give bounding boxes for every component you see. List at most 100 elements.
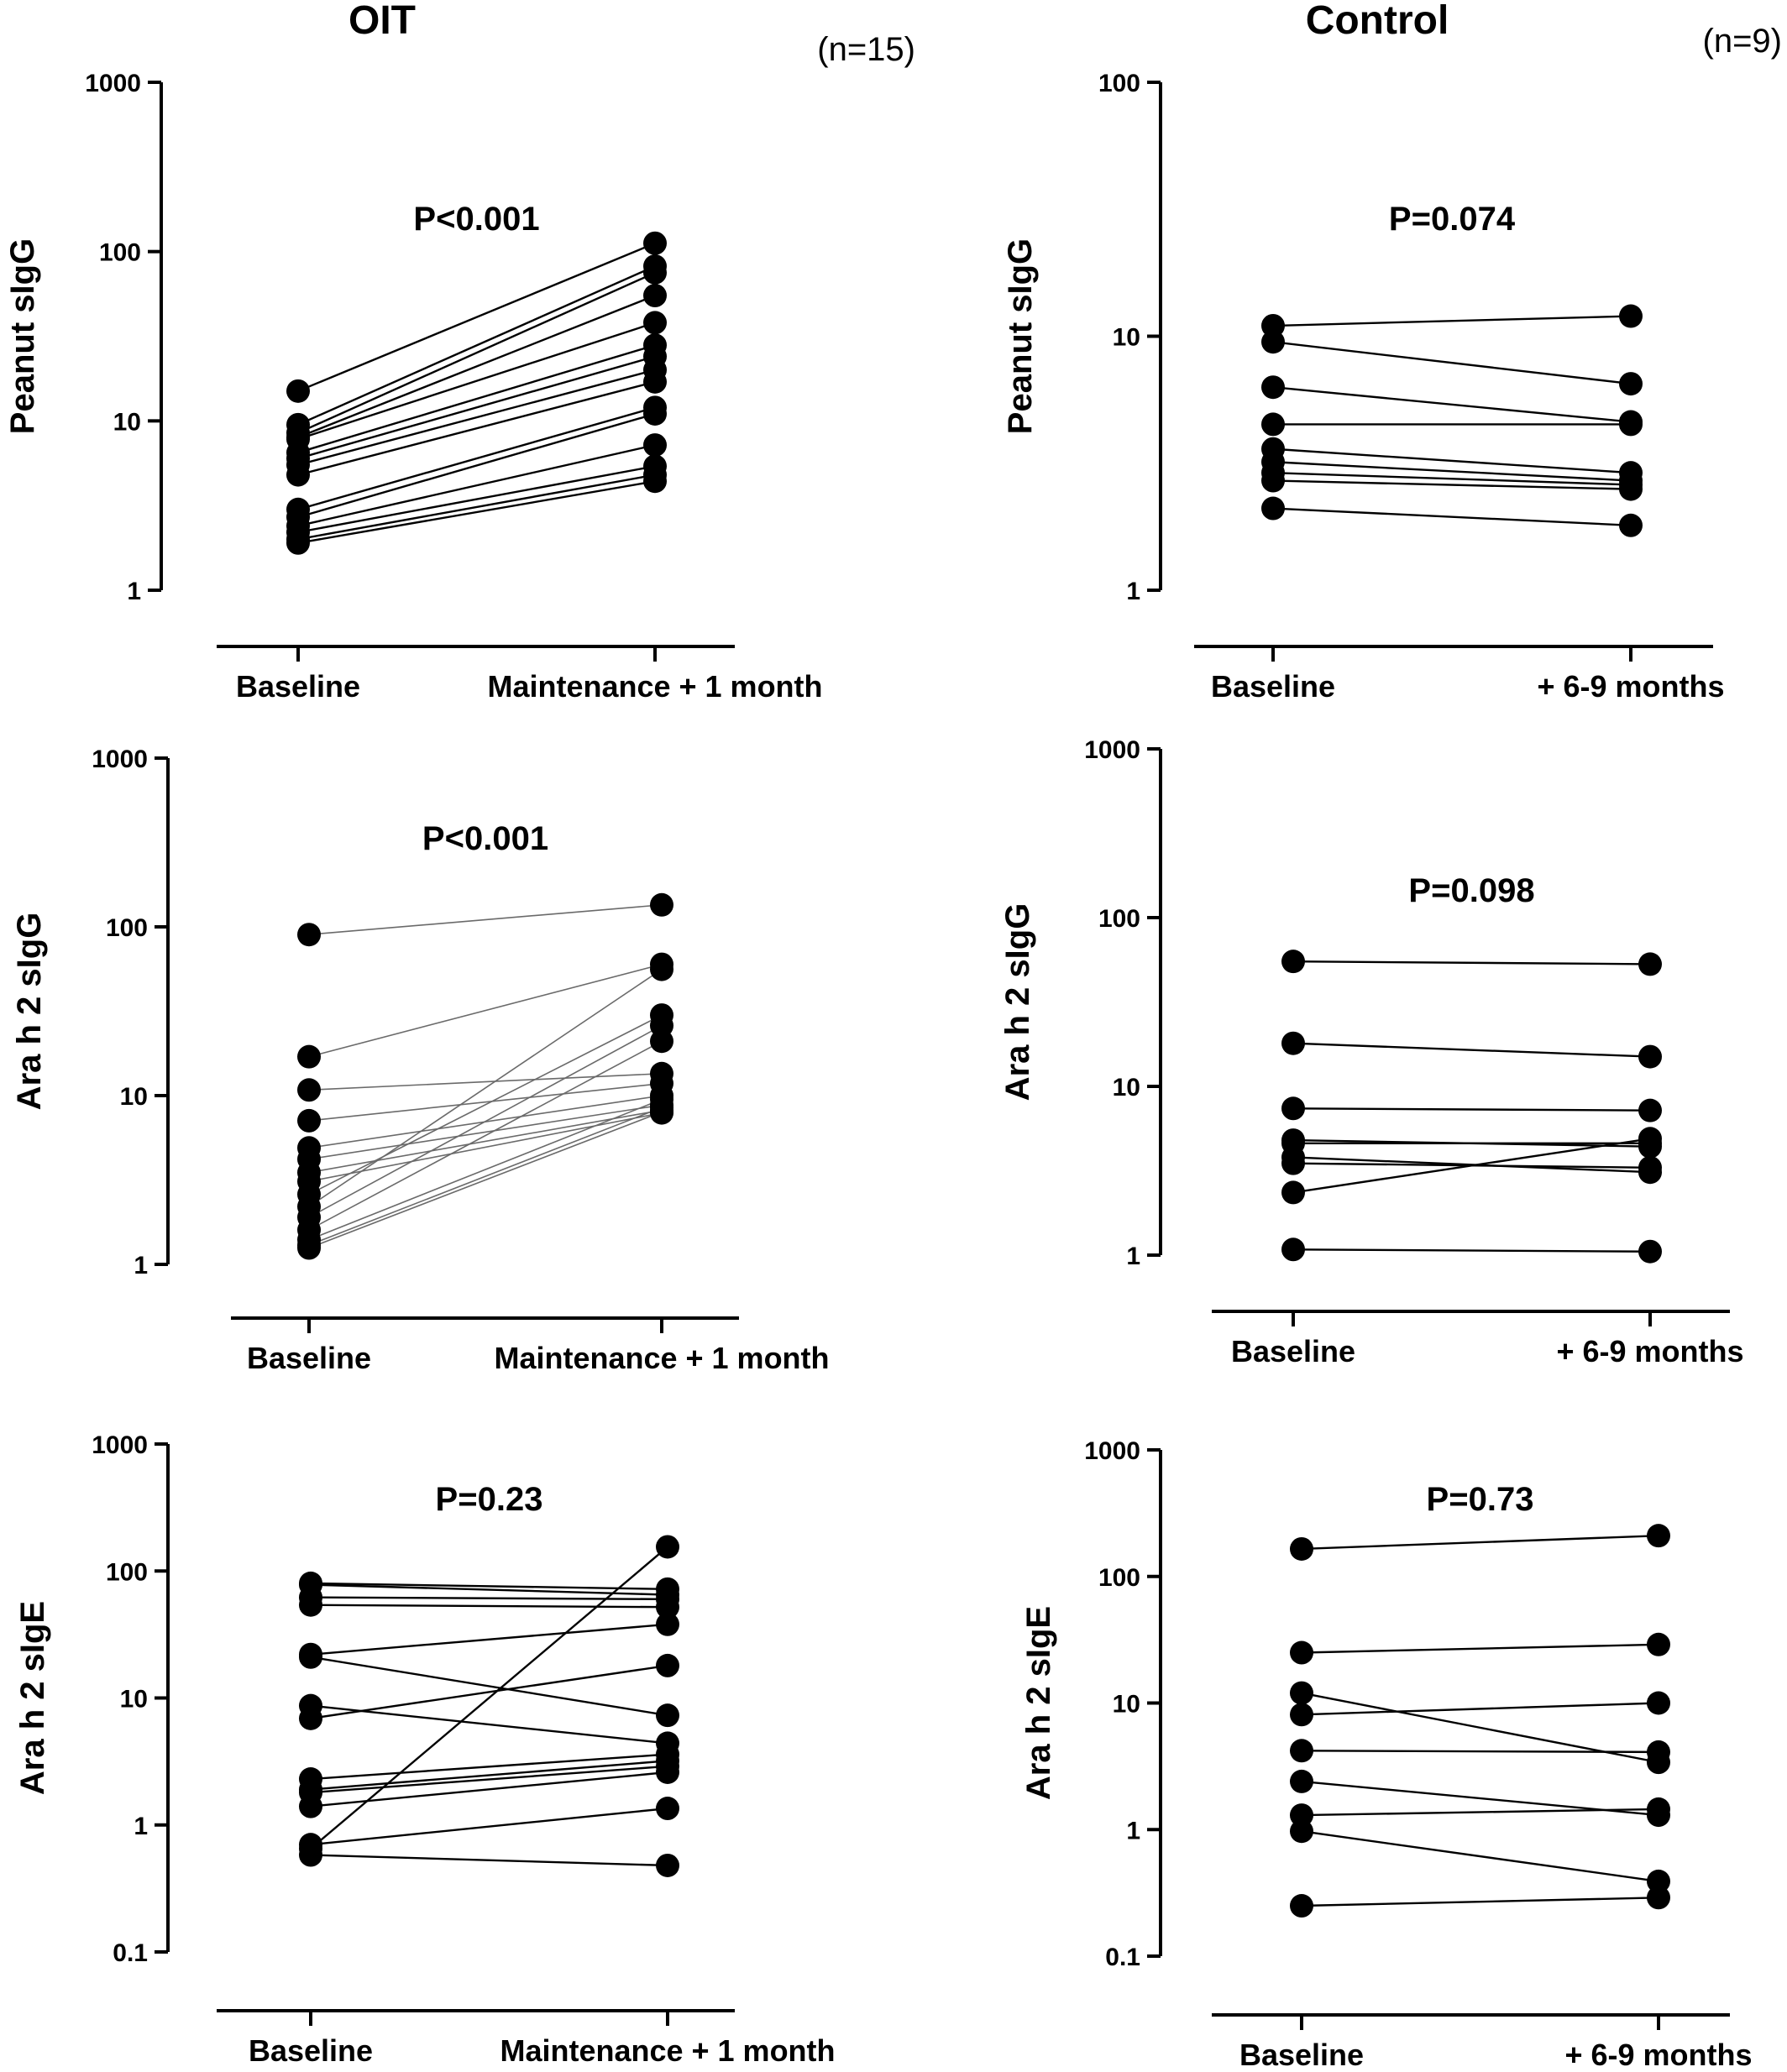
baseline-point [1281, 950, 1305, 974]
y-tick-label: 1000 [1084, 736, 1140, 764]
series-line [1301, 1643, 1659, 1654]
y-tick-label: 10 [120, 1083, 148, 1111]
followup-point [656, 1797, 679, 1821]
p-value-label: P<0.001 [413, 201, 539, 238]
baseline-point [286, 379, 310, 403]
x-category-label: Maintenance + 1 month [494, 1341, 829, 1375]
followup-point [1638, 1127, 1662, 1151]
series-line [308, 1024, 663, 1218]
series-line [1301, 1534, 1659, 1551]
series-line [310, 1704, 668, 1745]
y-tick-label: 10 [1113, 1074, 1140, 1101]
series-line [310, 1760, 668, 1791]
baseline-point [1290, 1894, 1313, 1918]
baseline-point [286, 531, 310, 555]
y-tick-label: 0.1 [113, 1939, 148, 1967]
followup-point [650, 1100, 673, 1124]
followup-point [656, 1853, 679, 1877]
control-arah2-sige-panel: 0.1 1 10 100 1000 Ara h 2 sIgE Baseline + 6-9 m… [1020, 1437, 1753, 2072]
series-line [297, 480, 656, 544]
baseline-point [1261, 330, 1285, 354]
baseline-point [299, 1837, 322, 1861]
series-line [308, 1073, 663, 1091]
followup-point [1619, 372, 1643, 396]
followup-point [1647, 1886, 1670, 1910]
followup-point [650, 1029, 673, 1054]
series-line [1272, 386, 1632, 423]
series-line [308, 1040, 663, 1231]
baseline-point [1290, 1640, 1313, 1665]
y-tick-label: 1000 [92, 1431, 148, 1459]
series-line [297, 406, 656, 510]
series-line [1272, 341, 1632, 385]
series-line [310, 1596, 668, 1601]
followup-point [1647, 1869, 1670, 1893]
oit-arah2-sige-panel: 0.1 1 10 100 1000 Ara h 2 sIgE Baseline Mainten… [14, 1431, 836, 2068]
y-tick-label: 1 [1126, 1243, 1140, 1270]
oit-arah2-sigg-panel: 1 10 100 1000 Ara h 2 sIgG Baseline Maintenanc… [11, 746, 830, 1375]
baseline-point [297, 1108, 321, 1133]
followup-point [1647, 1632, 1670, 1656]
y-tick-label: 100 [106, 914, 148, 942]
y-tick-label: 100 [1098, 1564, 1140, 1592]
baseline-point [1290, 1703, 1313, 1727]
series-line [310, 1664, 668, 1720]
series-line [1272, 315, 1632, 327]
series-line [310, 1753, 668, 1781]
y-tick-label: 100 [99, 239, 141, 267]
baseline-point [299, 1706, 322, 1730]
y-tick-label: 10 [1113, 1691, 1140, 1719]
series-line [297, 344, 656, 454]
baseline-point [1290, 1681, 1313, 1705]
followup-point [656, 1703, 679, 1728]
series-line [310, 1854, 668, 1867]
series-line [308, 1098, 663, 1241]
followup-point [643, 433, 667, 458]
followup-point [1638, 1155, 1662, 1180]
oit-n-label: (n=15) [817, 31, 915, 68]
series-line [308, 1107, 663, 1246]
y-tick-label: 1000 [92, 746, 148, 773]
series-line [1272, 479, 1632, 490]
y-tick-label: 1000 [1084, 1437, 1140, 1465]
baseline-point [297, 923, 321, 947]
y-axis-title: Peanut sIgG [1002, 238, 1039, 434]
baseline-point [1290, 1769, 1313, 1793]
x-category-label: Baseline [249, 2033, 373, 2068]
baseline-point [1281, 1096, 1305, 1121]
followup-point [656, 1612, 679, 1636]
series-line [310, 1623, 668, 1656]
series-line [1292, 1138, 1651, 1194]
p-value-label: P=0.098 [1408, 872, 1534, 909]
y-tick-label: 1 [134, 1813, 148, 1840]
followup-point [656, 1653, 679, 1677]
series-line [1301, 1808, 1659, 1817]
x-category-label: + 6-9 months [1556, 1334, 1743, 1368]
series-line [308, 1109, 663, 1174]
series-line [310, 1656, 668, 1717]
series-line [1292, 1248, 1651, 1253]
followup-point [650, 957, 673, 981]
baseline-point [297, 1044, 321, 1069]
series-line [1272, 507, 1632, 526]
series-line [308, 963, 663, 1058]
control-column-title: Control [1306, 0, 1449, 43]
series-line [310, 1765, 668, 1794]
followup-point [1647, 1740, 1670, 1764]
panels: 1 10 100 1000 Peanut sIgG Baseline Maintenance… [4, 70, 1753, 2072]
series-line [297, 474, 656, 541]
y-tick-label: 0.1 [1105, 1944, 1140, 1971]
y-axis-title: Ara h 2 sIgG [11, 913, 48, 1111]
baseline-point [1281, 1031, 1305, 1055]
baseline-point [299, 1645, 322, 1669]
baseline-point [297, 1236, 321, 1260]
followup-point [656, 1595, 679, 1619]
x-category-label: Baseline [1239, 2038, 1364, 2072]
series-line [1301, 1692, 1659, 1764]
baseline-point [1261, 496, 1285, 521]
followup-point [643, 369, 667, 394]
y-axis-title: Ara h 2 sIgE [1020, 1606, 1057, 1800]
series-line [297, 465, 656, 534]
series-line [310, 1582, 668, 1591]
series-line [297, 294, 656, 438]
